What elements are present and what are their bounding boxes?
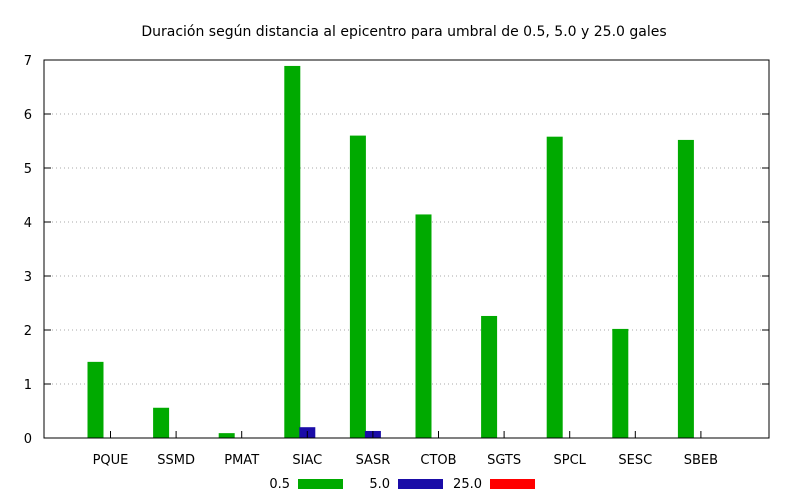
legend: 0.5 5.0 25.0 [269,477,535,492]
x-tick-label: PMAT [224,453,259,468]
legend-label: 25.0 [453,477,482,492]
y-tick-label: 7 [24,54,32,69]
x-tick-label: CTOB [420,453,456,468]
legend-label: 0.5 [269,477,290,492]
y-tick-label: 1 [24,378,32,393]
bar-spcl-series-0 [546,136,563,438]
x-tick-label: SBEB [684,453,718,468]
x-tick-label: SASR [356,453,391,468]
axis-ticks: 0 1 2 3 4 5 6 7 PQUE SSMD PMAT SIAC SASR CTOB SGTS SPCL… [24,54,769,468]
bar-sbeb-series-0 [677,139,694,439]
x-tick-label: SGTS [487,453,521,468]
grid-lines [44,113,769,385]
x-tick-label: SIAC [292,453,322,468]
x-tick-label: SPCL [553,453,586,468]
bar-sgts-series-0 [481,315,498,438]
plot-frame [43,59,770,439]
bar-pmat-series-0 [218,433,235,438]
y-tick-label: 4 [24,216,32,231]
y-tick-label: 6 [24,108,32,123]
bar-siac-series-0 [284,65,301,438]
y-tick-label: 2 [24,324,32,339]
legend-swatch [298,479,343,489]
legend-swatch [398,479,443,489]
bar-sesc-series-0 [612,328,629,438]
bar-ctob-series-0 [415,214,432,438]
chart-title: Duración según distancia al epicentro pa… [141,24,666,40]
bar-ssmd-series-0 [153,407,170,438]
y-tick-label: 0 [24,432,32,447]
x-tick-label: SESC [618,453,652,468]
legend-swatch [490,479,535,489]
bar-sasr-series-0 [349,135,366,438]
y-tick-label: 3 [24,270,32,285]
x-tick-label: SSMD [157,453,195,468]
legend-label: 5.0 [369,477,390,492]
x-tick-label: PQUE [93,453,129,468]
bar-pque-series-0 [87,361,104,438]
y-tick-label: 5 [24,162,32,177]
bars [87,65,694,439]
